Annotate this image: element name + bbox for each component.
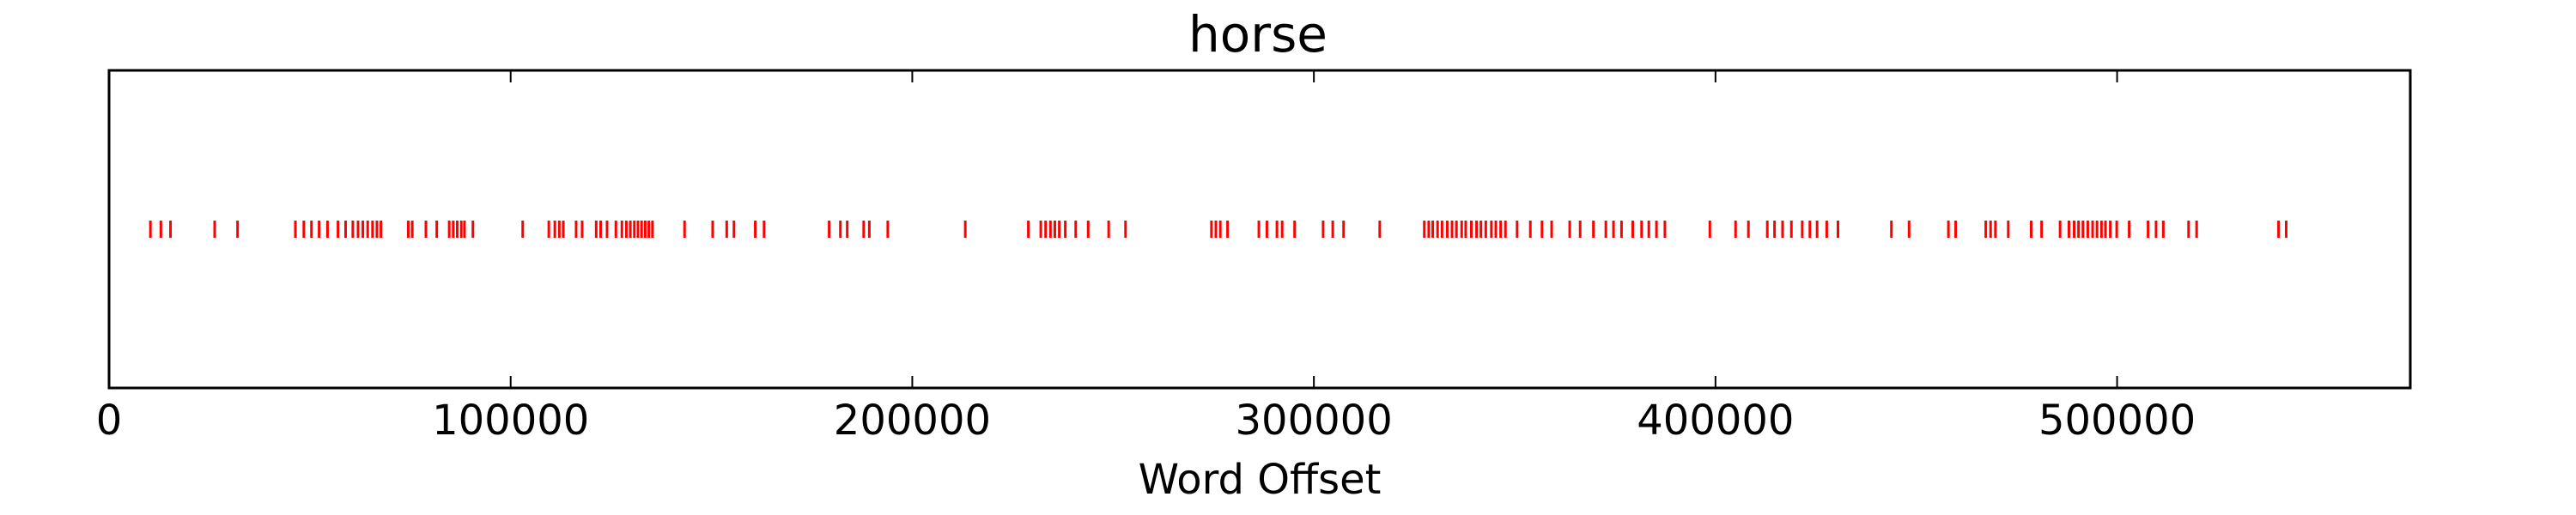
x-axis-tick-labels: 0 100000 200000 300000 400000 500000 bbox=[96, 397, 2196, 445]
chart-title: horse bbox=[1188, 5, 1327, 64]
x-tick-label: 300000 bbox=[1236, 397, 1393, 445]
plot-area bbox=[107, 69, 2412, 390]
x-tick-label: 400000 bbox=[1637, 397, 1794, 445]
x-tick-label: 100000 bbox=[432, 397, 589, 445]
x-tick-label: 500000 bbox=[2038, 397, 2196, 445]
x-axis-label: Word Offset bbox=[1139, 456, 1382, 504]
x-axis-ticks bbox=[108, 70, 2118, 388]
event-markers bbox=[149, 221, 2287, 238]
x-tick-label: 0 bbox=[96, 397, 123, 445]
x-tick-label: 200000 bbox=[834, 397, 991, 445]
